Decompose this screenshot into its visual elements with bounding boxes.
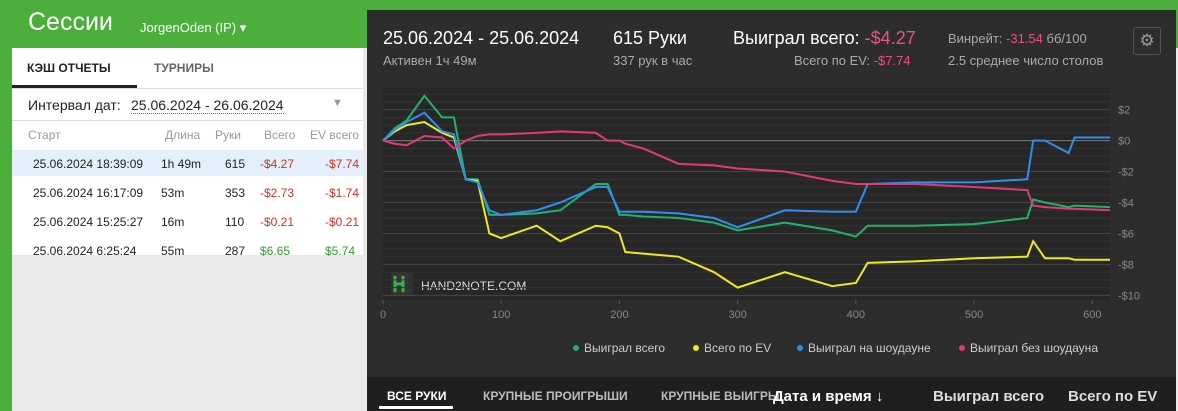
dates: 25.06.2024 - 25.06.2024 (383, 28, 580, 48)
column-header: Руки (215, 128, 241, 142)
table-cell: 25.06.2024 16:17:09 (33, 186, 144, 200)
y-tick-label: $2 (1118, 105, 1130, 117)
ev-value: -$7.74 (873, 53, 911, 68)
legend-label: Выиграл без шоудауна (970, 341, 1098, 355)
bottom-tab[interactable]: КРУПНЫЕ ВЫИГРЫ (661, 389, 780, 403)
table-cell: $5.74 (325, 244, 356, 258)
bottom-tab[interactable]: ВСЕ РУКИ (387, 389, 446, 403)
bottom-tab[interactable]: КРУПНЫЕ ПРОИГРЫШИ (483, 389, 628, 403)
divider (12, 88, 363, 89)
title: Сессии (28, 8, 113, 36)
x-tick-label: 400 (847, 309, 865, 321)
filter-value[interactable]: 25.06.2024 - 26.06.2024 (131, 97, 284, 114)
x-tick-label: 600 (1083, 309, 1101, 321)
x-tick-label: 300 (728, 309, 746, 321)
legend-label: Всего по EV (704, 341, 771, 355)
active: Активен 1ч 49м (383, 53, 477, 68)
winrate-label: Винрейт: (948, 31, 1003, 46)
ev: Всего по EV: -$7.74 (794, 53, 911, 68)
y-tick-label: -$6 (1118, 228, 1134, 240)
sort-column[interactable]: Дата и время ↓ (773, 388, 883, 405)
tab-active[interactable] (12, 48, 137, 88)
series-line (382, 130, 1111, 212)
won-label: Выиграл всего: (733, 28, 860, 48)
y-tick-label: -$4 (1118, 198, 1134, 210)
table-cell: 53m (161, 186, 185, 200)
bottom-bar (367, 377, 1176, 411)
table-cell: -$1.74 (325, 186, 360, 200)
table-cell: 25.06.2024 18:39:09 (33, 157, 144, 171)
table-cell: -$7.74 (325, 157, 360, 171)
dropdown-arrow[interactable]: ▼ (332, 97, 343, 109)
player: JorgenOden (IP) (140, 20, 237, 35)
table-cell: 25.06.2024 6:25:24 (33, 244, 137, 258)
watermark: HAND2NOTE.COM (421, 279, 526, 293)
sort-column[interactable]: Всего по EV (1068, 388, 1157, 405)
side-strip (0, 0, 12, 411)
tab-active (379, 406, 453, 409)
hands: 615 Руки (613, 28, 687, 48)
table-cell: 16m (161, 215, 185, 229)
plot: $2 $0 -$2 -$4 -$6 -$8 -$10 0 100 200 300 400 500 600 В… (380, 93, 1140, 355)
table-cell: -$0.21 (325, 215, 360, 229)
tab[interactable]: ТУРНИРЫ (154, 61, 214, 75)
column-header: Старт (28, 128, 61, 142)
filter-label: Интервал дат: (28, 97, 121, 113)
won: Выиграл всего: -$4.27 (733, 28, 916, 49)
x-tick-label: 200 (610, 309, 628, 321)
y-tick-label: -$10 (1118, 290, 1140, 302)
y-tick-label: -$2 (1118, 167, 1134, 179)
legend-label: Выиграл всего (584, 341, 665, 355)
table-cell: $6.65 (260, 244, 291, 258)
legend-marker (573, 345, 579, 351)
settings-button[interactable]: ⚙ (1133, 27, 1161, 55)
table-cell: -$4.27 (260, 157, 295, 171)
player-select[interactable]: JorgenOden (IP) ▾ (140, 20, 247, 35)
table-cell: -$2.73 (260, 186, 295, 200)
divider (12, 120, 363, 121)
table-cell: 25.06.2024 15:25:27 (33, 215, 144, 229)
table-cell: 287 (225, 244, 246, 258)
legend-marker (959, 345, 965, 351)
winrate: Винрейт: -31.54 бб/100 (948, 31, 1087, 46)
plot-area (383, 88, 1110, 300)
table-cell: -$0.21 (260, 215, 295, 229)
hands-per-hour: 337 рук в час (613, 53, 693, 68)
legend-marker (797, 345, 803, 351)
sort-column[interactable]: Выиграл всего (933, 388, 1044, 405)
column-header: Длина (165, 128, 201, 142)
table-cell: 55m (161, 244, 185, 258)
legend-label: Выиграл на шоудауне (808, 341, 931, 355)
series-line (382, 111, 1110, 229)
winrate-value: -31.54 (1006, 31, 1043, 46)
tables: 2.5 среднее число столов (948, 53, 1104, 68)
ev-label: Всего по EV: (794, 53, 871, 68)
won-value: -$4.27 (864, 28, 916, 48)
selected-row[interactable] (12, 150, 363, 176)
legend-marker (693, 345, 699, 351)
table-cell: 353 (225, 186, 246, 200)
series-line (382, 94, 1111, 238)
table-cell: 615 (225, 157, 246, 171)
table-cell: 1h 49m (161, 157, 202, 171)
table-cell: 110 (225, 215, 245, 229)
tab[interactable]: КЭШ ОТЧЕТЫ (27, 61, 111, 75)
winrate-unit: бб/100 (1046, 31, 1087, 46)
column-header: Всего (264, 128, 296, 142)
x-tick-label: 500 (965, 309, 983, 321)
watermark-logo (391, 272, 413, 296)
column-header: EV всего (310, 128, 360, 142)
y-tick-label: -$8 (1118, 259, 1134, 271)
y-tick-label: $0 (1118, 136, 1130, 148)
x-tick-label: 0 (380, 309, 386, 321)
x-tick-label: 100 (492, 309, 510, 321)
